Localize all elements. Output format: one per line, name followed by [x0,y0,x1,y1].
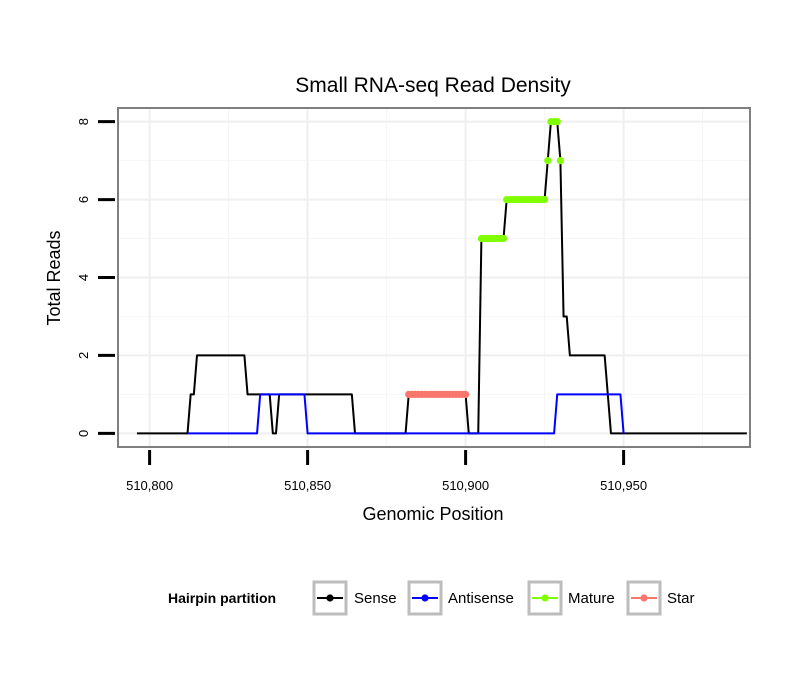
star-point [462,390,470,398]
legend-key-point [326,594,334,602]
x-tick-label: 510,900 [442,478,489,493]
series-layer [136,118,747,435]
y-tick-label: 6 [76,196,91,203]
mature-point [541,195,549,204]
x-tick-label: 510,800 [126,478,173,493]
mature-point [499,234,508,243]
antisense-line [187,393,625,435]
legend-label-antisense: Antisense [448,590,514,607]
chart-title: Small RNA-seq Read Density [295,74,571,97]
y-tick-label: 2 [76,352,91,359]
y-axis-title: Total Reads [44,230,64,325]
legend-key-point [640,594,648,602]
x-axis-title: Genomic Position [362,504,503,524]
mature-point [544,157,552,165]
legend-key-point [421,594,429,602]
y-tick-label: 0 [76,430,91,437]
mature-point [553,118,561,126]
legend: Hairpin partition Sense Antisense Mature St… [168,580,695,616]
y-tick-label: 4 [76,274,91,281]
legend-title: Hairpin partition [168,590,276,606]
legend-label-mature: Mature [568,590,615,607]
legend-label-sense: Sense [354,590,397,607]
x-tick-label: 510,850 [284,478,331,493]
y-tick-label: 8 [76,118,91,125]
x-tick-label: 510,950 [600,478,647,493]
plot-border [117,107,751,448]
legend-key-point [541,594,549,602]
legend-label-star: Star [667,590,695,607]
x-axis: 510,800 510,850 510,900 510,950 [126,450,647,493]
y-axis: 0 2 4 6 8 [76,118,115,437]
mature-point [556,157,565,165]
grid-lines [118,108,750,447]
